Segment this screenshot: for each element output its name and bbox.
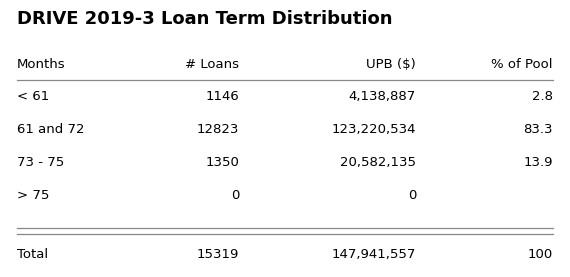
Text: 123,220,534: 123,220,534 bbox=[332, 123, 416, 136]
Text: Total: Total bbox=[17, 248, 48, 261]
Text: 83.3: 83.3 bbox=[523, 123, 553, 136]
Text: 1146: 1146 bbox=[206, 90, 239, 103]
Text: % of Pool: % of Pool bbox=[491, 58, 553, 71]
Text: > 75: > 75 bbox=[17, 189, 50, 202]
Text: 61 and 72: 61 and 72 bbox=[17, 123, 84, 136]
Text: < 61: < 61 bbox=[17, 90, 50, 103]
Text: 13.9: 13.9 bbox=[523, 156, 553, 169]
Text: 100: 100 bbox=[528, 248, 553, 261]
Text: 12823: 12823 bbox=[197, 123, 239, 136]
Text: UPB ($): UPB ($) bbox=[367, 58, 416, 71]
Text: 4,138,887: 4,138,887 bbox=[349, 90, 416, 103]
Text: 15319: 15319 bbox=[197, 248, 239, 261]
Text: # Loans: # Loans bbox=[185, 58, 239, 71]
Text: 0: 0 bbox=[408, 189, 416, 202]
Text: 20,582,135: 20,582,135 bbox=[340, 156, 416, 169]
Text: 2.8: 2.8 bbox=[532, 90, 553, 103]
Text: Months: Months bbox=[17, 58, 66, 71]
Text: 1350: 1350 bbox=[206, 156, 239, 169]
Text: 147,941,557: 147,941,557 bbox=[332, 248, 416, 261]
Text: DRIVE 2019-3 Loan Term Distribution: DRIVE 2019-3 Loan Term Distribution bbox=[17, 10, 393, 28]
Text: 0: 0 bbox=[231, 189, 239, 202]
Text: 73 - 75: 73 - 75 bbox=[17, 156, 64, 169]
